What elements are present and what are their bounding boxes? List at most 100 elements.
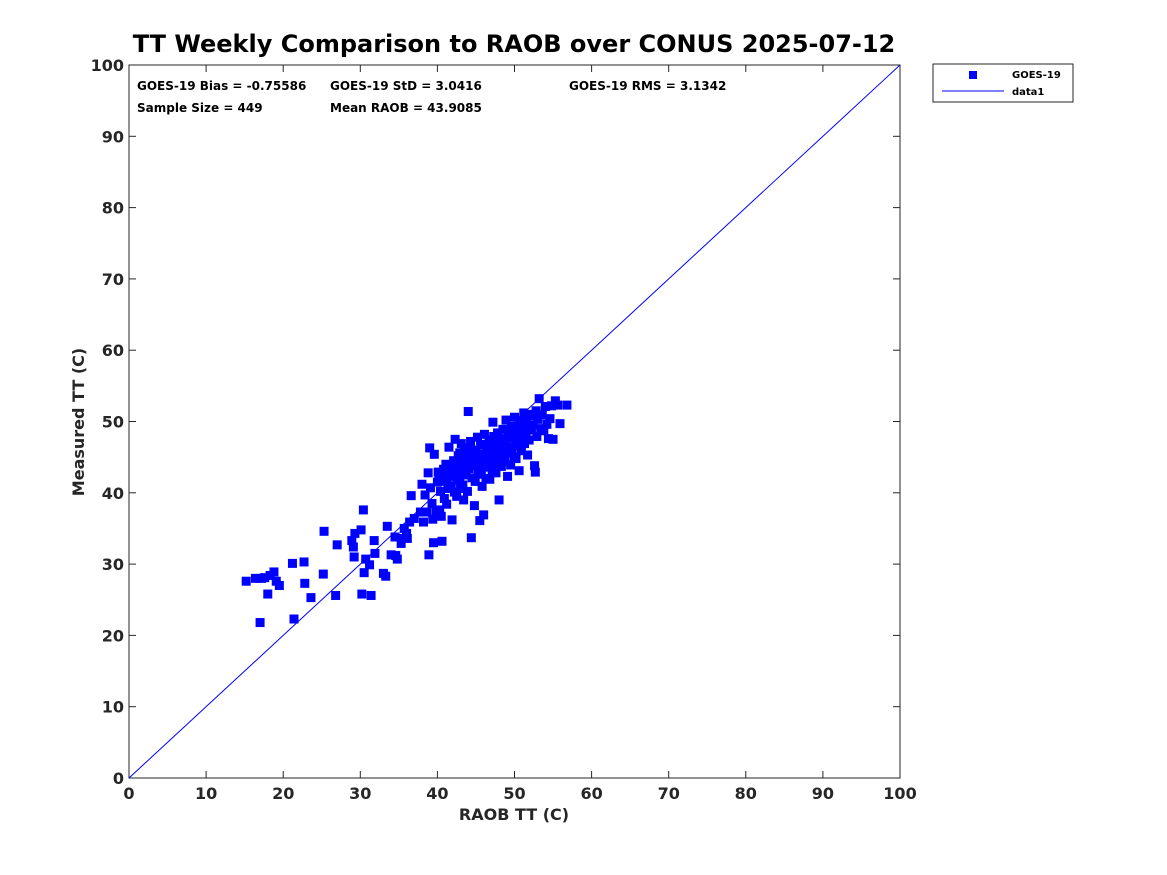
data-point — [493, 453, 503, 463]
data-point — [415, 507, 425, 517]
data-point — [523, 409, 533, 419]
data-point — [437, 536, 447, 546]
data-point — [452, 461, 462, 471]
data-point — [241, 576, 251, 586]
data-point — [429, 538, 439, 548]
data-point — [555, 419, 565, 429]
data-point — [471, 455, 481, 465]
data-point — [429, 449, 439, 459]
data-point — [500, 441, 510, 451]
data-point — [548, 434, 558, 444]
data-point — [512, 424, 522, 434]
data-point — [499, 456, 509, 466]
data-point — [507, 445, 517, 455]
data-point — [530, 467, 540, 477]
stat-std: GOES-19 StD = 3.0416 — [330, 79, 482, 93]
data-point — [455, 472, 465, 482]
legend-label-series: GOES-19 — [1012, 70, 1061, 81]
legend: GOES-19 data1 — [932, 63, 1074, 103]
data-point — [422, 507, 432, 517]
y-tick-label: 10 — [102, 698, 124, 717]
y-tick-label: 60 — [102, 341, 124, 360]
data-point — [511, 454, 521, 464]
y-tick-label: 40 — [102, 484, 124, 503]
data-point — [506, 460, 516, 470]
data-point — [369, 536, 379, 546]
data-point — [496, 434, 506, 444]
x-axis: 0 10 20 30 40 50 60 70 80 90 100 — [123, 65, 917, 803]
data-point — [494, 439, 504, 449]
data-point — [512, 431, 522, 441]
data-point — [287, 558, 297, 568]
data-point — [434, 474, 444, 484]
data-point — [483, 462, 493, 472]
data-point — [409, 513, 419, 523]
data-point — [455, 448, 465, 458]
data-point — [476, 465, 486, 475]
data-point — [524, 435, 534, 445]
data-point — [514, 466, 524, 476]
data-point — [460, 454, 470, 464]
x-axis-label: RAOB TT (C) — [459, 805, 569, 824]
data-point — [446, 471, 456, 481]
data-point — [562, 400, 572, 410]
data-point — [485, 474, 495, 484]
data-point — [318, 569, 328, 579]
data-point — [480, 457, 490, 467]
data-point — [468, 446, 478, 456]
data-point — [299, 557, 309, 567]
x-tick-label: 80 — [735, 784, 757, 803]
data-point — [319, 526, 329, 536]
data-point — [420, 490, 430, 500]
x-tick-label: 40 — [426, 784, 448, 803]
data-point — [532, 431, 542, 441]
y-tick-label: 30 — [102, 555, 124, 574]
plot-area: 0 10 20 30 40 50 60 70 80 90 100 0 10 20 30 40 50 60 70 80… — [91, 56, 917, 803]
data-point — [417, 479, 427, 489]
data-point — [545, 414, 555, 424]
data-point — [472, 432, 482, 442]
data-point — [255, 618, 265, 628]
data-point — [540, 402, 550, 412]
data-point — [370, 548, 380, 558]
y-tick-label: 70 — [102, 270, 124, 289]
data-point — [513, 441, 523, 451]
data-point — [405, 517, 415, 527]
data-point — [250, 573, 260, 583]
y-tick-label: 80 — [102, 199, 124, 218]
data-point — [386, 550, 396, 560]
data-point — [356, 525, 366, 535]
data-point — [553, 400, 563, 410]
data-point — [435, 486, 445, 496]
data-point — [498, 424, 508, 434]
data-point — [500, 436, 510, 446]
data-point — [480, 439, 490, 449]
data-point — [462, 443, 472, 453]
data-point — [425, 483, 435, 493]
data-point — [505, 433, 515, 443]
data-point — [477, 481, 487, 491]
data-point — [406, 491, 416, 501]
data-point — [427, 498, 437, 508]
data-point — [390, 532, 400, 542]
data-point — [465, 451, 475, 461]
data-point — [510, 412, 519, 422]
data-point — [475, 516, 485, 526]
data-point — [516, 446, 526, 456]
x-tick-label: 10 — [195, 784, 217, 803]
x-tick-label: 20 — [272, 784, 294, 803]
data-point — [499, 451, 509, 461]
data-point — [349, 552, 359, 562]
stat-bias: GOES-19 Bias = -0.75586 — [137, 79, 306, 93]
legend-marker-square-icon — [969, 71, 977, 79]
data-point — [520, 439, 530, 449]
data-point — [528, 420, 538, 430]
data-point — [495, 446, 505, 456]
y-tick-label: 90 — [102, 127, 124, 146]
data-point — [472, 461, 482, 471]
y-tick-label: 20 — [102, 626, 124, 645]
data-point — [306, 593, 316, 603]
data-point — [331, 590, 341, 600]
x-tick-label: 50 — [503, 784, 525, 803]
